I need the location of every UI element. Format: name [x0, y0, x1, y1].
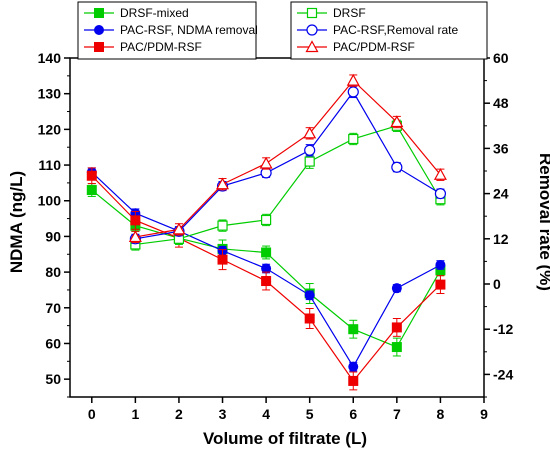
y-tick-label: 90	[45, 228, 61, 244]
data-point	[86, 170, 97, 181]
data-point	[86, 185, 97, 196]
data-point	[303, 126, 317, 139]
x-tick-label: 6	[349, 406, 357, 422]
y2-tick-label: -12	[493, 321, 513, 337]
data-point	[130, 215, 141, 226]
tick-labels: 0 1 2 3 4 5 6 7 8 95060708090100110120130140-24-1…	[38, 50, 514, 422]
data-point	[304, 290, 315, 301]
series-line	[135, 79, 441, 238]
series-5	[129, 85, 447, 245]
x-tick-label: 2	[175, 406, 183, 422]
legend-marker	[306, 7, 318, 19]
data-point	[391, 342, 402, 353]
legend-label: PAC/PDM-RSF	[120, 40, 202, 54]
data-point	[433, 168, 447, 180]
y2-tick-label: 12	[493, 231, 509, 247]
x-axis-title: Volume of filtrate (L)	[203, 429, 367, 448]
legend-marker	[306, 24, 318, 36]
y2-tick-label: 0	[493, 276, 501, 292]
data-series	[86, 73, 447, 391]
y2-tick-label: 24	[493, 186, 509, 202]
legend-label: PAC-RSF, NDMA removal	[120, 23, 258, 37]
x-tick-label: 3	[219, 406, 227, 422]
data-point	[304, 156, 315, 167]
y2-tick-label: -24	[493, 366, 513, 382]
y-tick-label: 70	[45, 300, 61, 316]
legend-left: DRSF-mixed PAC-RSF, NDMA removal PAC/PDM-R…	[77, 1, 258, 60]
data-point	[348, 375, 359, 386]
series-3	[86, 167, 446, 391]
legend-label: DRSF-mixed	[120, 6, 189, 20]
data-point	[172, 222, 186, 235]
data-point	[390, 115, 404, 128]
data-point	[435, 259, 446, 270]
x-tick-label: 8	[437, 406, 445, 422]
data-point	[346, 73, 360, 86]
x-tick-label: 1	[131, 406, 139, 422]
legend-marker	[94, 25, 104, 35]
x-tick-label: 9	[480, 406, 488, 422]
data-point	[128, 230, 142, 243]
y-tick-label: 140	[38, 50, 62, 66]
y-tick-label: 110	[38, 157, 61, 173]
legend-marker	[94, 8, 104, 18]
x-tick-label: 4	[262, 406, 270, 422]
data-point	[261, 214, 272, 226]
data-point	[347, 86, 359, 98]
data-point	[217, 220, 228, 231]
data-point	[261, 247, 272, 258]
data-point	[434, 188, 447, 200]
data-point	[435, 279, 446, 290]
legend-label: DRSF	[333, 6, 366, 20]
data-point	[217, 254, 228, 265]
data-point	[391, 283, 402, 294]
y-tick-label: 60	[45, 335, 61, 351]
x-tick-label: 5	[306, 406, 314, 422]
series-line	[135, 125, 441, 246]
series-2	[86, 167, 446, 372]
legend-right: DRSF PAC-RSF,Removal rate PAC/PDM-RSF	[290, 1, 488, 60]
data-point	[391, 322, 402, 333]
legend-label: PAC-RSF,Removal rate	[333, 23, 458, 37]
legend-label: PAC/PDM-RSF	[333, 40, 415, 54]
series-line	[135, 90, 441, 240]
data-point	[216, 177, 230, 190]
plot-border	[69, 57, 485, 398]
y-tick-label: 130	[38, 86, 62, 102]
data-point	[304, 144, 316, 156]
legend-marker	[305, 40, 319, 53]
data-point	[348, 324, 359, 335]
y2-tick-label: 36	[493, 140, 509, 156]
legend: DRSF-mixed PAC-RSF, NDMA removal PAC/PDM-R…	[77, 1, 488, 60]
y-tick-label: 100	[38, 193, 62, 209]
data-point	[261, 276, 272, 287]
series-4	[130, 119, 446, 251]
data-point	[348, 361, 359, 372]
y2-axis-title: Removal rate (%)	[536, 153, 550, 291]
y-tick-label: 80	[45, 264, 61, 280]
data-point	[348, 133, 359, 145]
plot-frame	[69, 57, 485, 398]
y2-tick-label: 60	[493, 50, 509, 66]
x-tick-label: 7	[393, 406, 401, 422]
series-6	[128, 73, 447, 244]
legend-marker	[94, 42, 104, 52]
y2-tick-label: 48	[493, 95, 509, 111]
tick-marks	[64, 57, 490, 403]
data-point	[259, 156, 273, 169]
data-point	[391, 161, 403, 173]
data-point	[304, 313, 315, 324]
y-tick-label: 120	[38, 121, 62, 137]
x-tick-label: 0	[88, 406, 96, 422]
y-axis-title: NDMA (ng/L)	[7, 171, 26, 273]
y-tick-label: 50	[45, 371, 61, 387]
